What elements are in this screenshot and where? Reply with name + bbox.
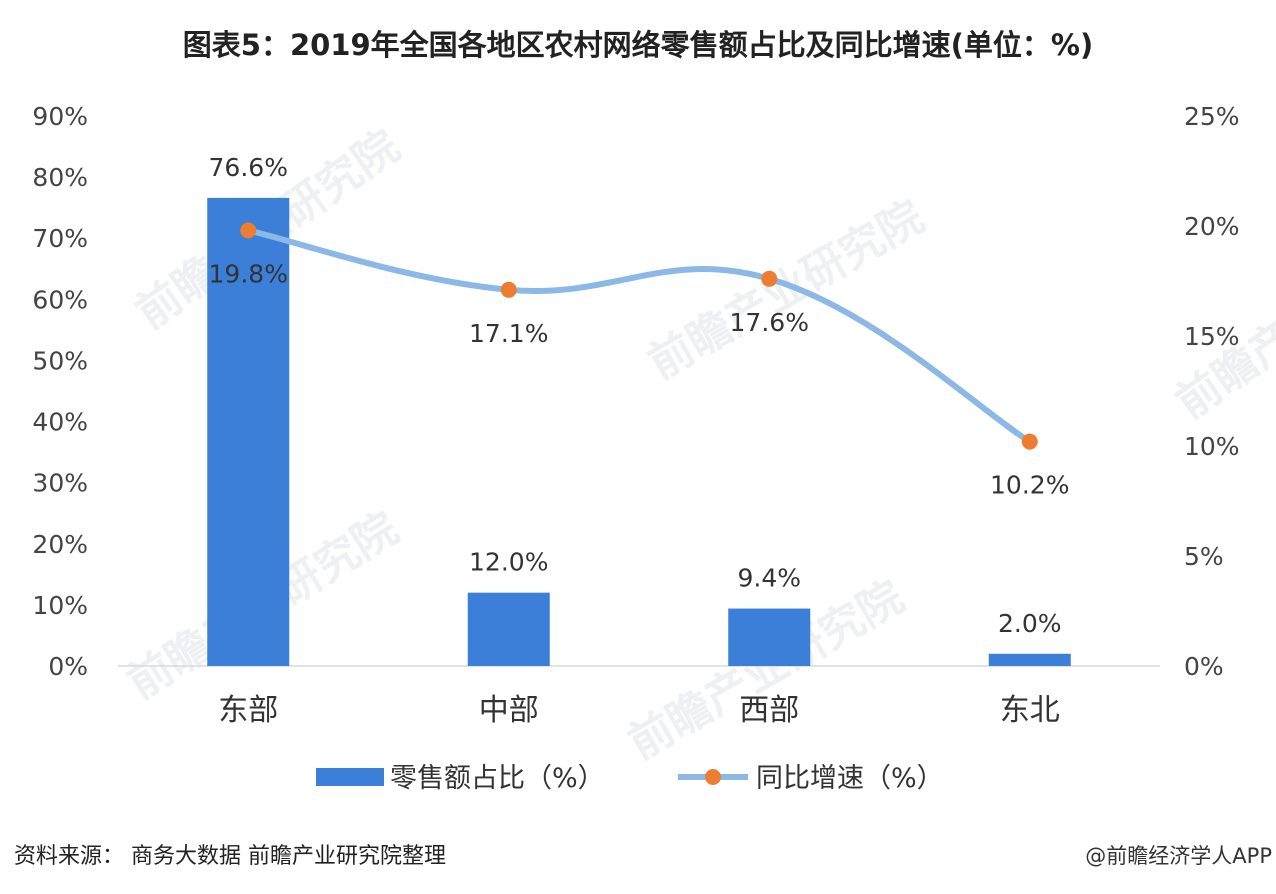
legend-line-label: 同比增速（%）: [756, 763, 944, 794]
legend-line-marker: [705, 769, 721, 785]
right-axis: 0% 5% 10% 15% 20% 25%: [1184, 102, 1240, 681]
bars: [207, 197, 1071, 666]
category-label: 东北: [1000, 693, 1060, 728]
growth-data-label: 19.8%: [209, 259, 288, 288]
legend-bar-swatch: [316, 768, 384, 786]
bar-data-label: 12.0%: [469, 548, 548, 577]
watermarks: 前瞻产业研究院前瞻产业研究院前瞻产业研究院前瞻产业研究院前瞻产业研究院: [119, 121, 1276, 770]
growth-line: [240, 222, 1038, 450]
watermark-text: 前瞻产业研究院: [640, 191, 932, 389]
growth-point: [761, 270, 778, 287]
category-label: 东部: [218, 693, 278, 728]
watermark-text: 前瞻产业研究院: [620, 571, 912, 769]
right-tick-label: 25%: [1184, 102, 1240, 131]
right-tick-label: 10%: [1184, 432, 1240, 461]
bar-data-label: 2.0%: [998, 609, 1062, 638]
bar: [728, 608, 811, 666]
left-tick-label: 50%: [32, 346, 88, 375]
bar-data-label: 76.6%: [209, 153, 288, 182]
left-axis: 0% 10% 20% 30% 40% 50% 60% 70% 80% 90%: [32, 102, 88, 681]
line-labels: 19.8% 17.1% 17.6% 10.2%: [209, 259, 1070, 499]
left-tick-label: 60%: [32, 285, 88, 314]
left-tick-label: 90%: [32, 102, 88, 131]
right-tick-label: 5%: [1184, 542, 1224, 571]
growth-point: [500, 281, 517, 298]
legend-bar-label: 零售额占比（%）: [390, 763, 605, 794]
chart-title: 图表5：2019年全国各地区农村网络零售额占比及同比增速(单位：%): [182, 28, 1094, 62]
right-tick-label: 20%: [1184, 212, 1240, 241]
bar: [988, 653, 1071, 666]
chart: 前瞻产业研究院前瞻产业研究院前瞻产业研究院前瞻产业研究院前瞻产业研究院 0%10…: [32, 102, 1276, 794]
left-tick-label: 20%: [32, 530, 88, 559]
left-tick-label: 40%: [32, 408, 88, 437]
legend: 零售额占比（%） 同比增速（%）: [316, 763, 944, 794]
right-tick-label: 15%: [1184, 322, 1240, 351]
category-label: 西部: [739, 693, 799, 728]
growth-data-label: 17.6%: [730, 308, 809, 337]
growth-data-label: 17.1%: [469, 319, 548, 348]
bar: [467, 592, 550, 666]
left-tick-label: 70%: [32, 224, 88, 253]
right-tick-label: 0%: [1184, 652, 1224, 681]
source-note: 资料来源： 商务大数据 前瞻产业研究院整理: [14, 844, 446, 869]
bar-data-label: 9.4%: [737, 564, 801, 593]
left-tick-label: 0%: [48, 652, 88, 681]
growth-data-label: 10.2%: [990, 471, 1069, 500]
growth-point: [240, 222, 257, 239]
credit: @前瞻经济学人APP: [1085, 844, 1272, 868]
category-labels: 东部 中部 西部 东北: [218, 693, 1060, 728]
growth-point: [1021, 433, 1038, 450]
left-tick-label: 30%: [32, 469, 88, 498]
growth-line-path: [245, 227, 1033, 445]
watermark-text: 前瞻产业研究院: [1167, 211, 1276, 429]
left-tick-label: 80%: [32, 163, 88, 192]
category-label: 中部: [479, 693, 539, 728]
bar: [207, 197, 290, 666]
bar-labels: 76.6% 12.0% 9.4% 2.0%: [209, 153, 1062, 638]
left-tick-label: 10%: [32, 591, 88, 620]
